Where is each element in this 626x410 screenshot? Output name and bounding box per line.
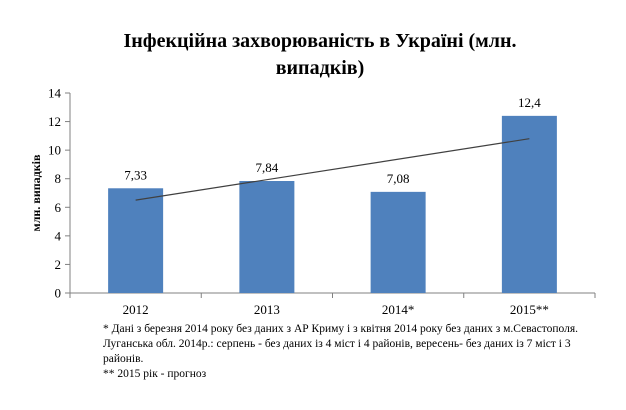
x-tick-label: 2014*: [382, 302, 415, 317]
y-tick-label: 10: [48, 143, 61, 158]
trendline-group: [135, 138, 530, 201]
data-label: 7,33: [124, 167, 147, 182]
bars: [108, 115, 557, 293]
data-label: 7,84: [256, 160, 279, 175]
bar: [370, 191, 426, 293]
bar: [501, 115, 557, 293]
y-tick-label: 12: [48, 114, 61, 129]
y-tick-label: 6: [55, 200, 62, 215]
data-label: 12,4: [518, 95, 541, 110]
data-label: 7,08: [387, 171, 410, 186]
x-tick-label: 2012: [123, 302, 149, 317]
y-tick-label: 8: [55, 171, 62, 186]
x-tick-label: 2013: [254, 302, 280, 317]
y-axis-label: млн. випадків: [29, 154, 43, 231]
data-labels: 7,33 7,84 7,08 12,4: [124, 95, 541, 186]
chart-title: Інфекційна захворюваність в Україні (млн…: [123, 30, 517, 79]
y-tick-label: 14: [48, 86, 62, 101]
footnote-3: ** 2015 рік - прогноз: [103, 368, 207, 380]
y-tick-label: 4: [55, 228, 62, 243]
footnote-2: Луганська обл. 2014р.: серпень - без дан…: [103, 338, 571, 365]
bar: [239, 181, 295, 293]
bar: [108, 188, 164, 293]
y-tick-label: 0: [55, 286, 62, 301]
y-tick-label: 2: [55, 257, 62, 272]
x-tick-label: 2015**: [510, 302, 549, 317]
trendline: [135, 138, 530, 201]
footnote-1: * Дані з березня 2014 року без даних з А…: [103, 323, 578, 335]
footnotes: * Дані з березня 2014 року без даних з А…: [103, 322, 608, 382]
